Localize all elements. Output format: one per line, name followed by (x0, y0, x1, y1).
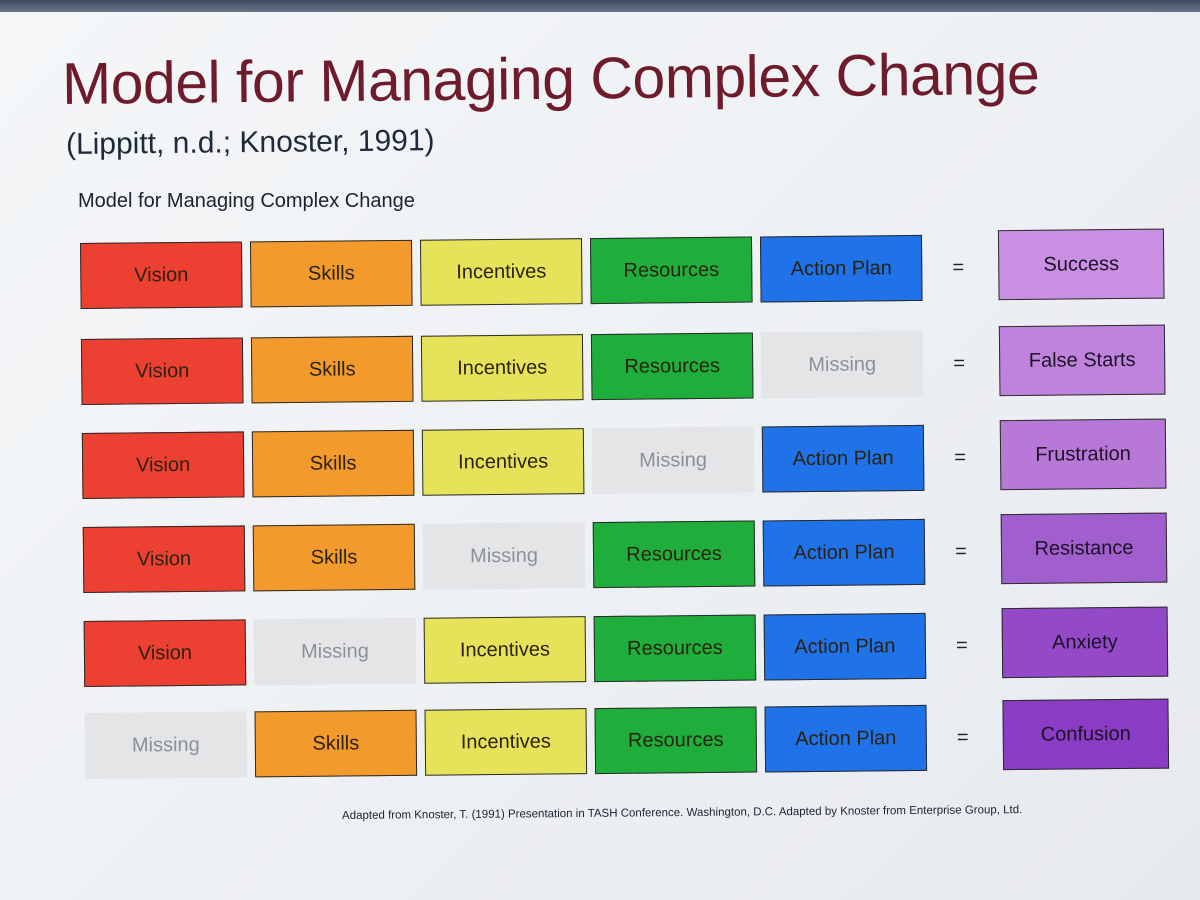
outcome-confusion: Confusion (1002, 698, 1170, 771)
cell-label: Skills (310, 545, 358, 569)
factor-cell-skills: Skills (252, 523, 416, 592)
factor-cell-incentives: Incentives (424, 708, 588, 776)
factor-cell-action-plan: Action Plan (763, 612, 927, 681)
cell-label: Vision (134, 263, 189, 286)
cell-label: Missing (808, 352, 877, 376)
factor-cell-skills: Skills (249, 239, 413, 308)
cell-label: Action Plan (793, 540, 895, 564)
diagram-title: Model for Managing Complex Change (78, 190, 415, 212)
page-subtitle: (Lippitt, n.d.; Knoster, 1991) (65, 124, 435, 161)
factor-cell-vision: Vision (83, 619, 247, 687)
outcome-label: Success (1043, 252, 1120, 276)
outcome-false-starts: False Starts (998, 324, 1166, 397)
missing-cell: Missing (760, 330, 924, 399)
outcome-success: Success (997, 228, 1165, 301)
cell-label: Action Plan (794, 634, 896, 658)
factor-cell-incentives: Incentives (421, 428, 585, 496)
outcome-label: Resistance (1034, 536, 1134, 560)
cell-label: Resources (624, 354, 721, 378)
cell-label: Incentives (456, 260, 547, 283)
cell-label: Incentives (460, 730, 551, 753)
outcome-anxiety: Anxiety (1001, 606, 1169, 679)
cell-label: Resources (626, 542, 722, 566)
cell-label: Resources (626, 636, 723, 660)
factor-cell-skills: Skills (254, 709, 418, 778)
outcome-frustration: Frustration (999, 418, 1167, 491)
model-row: Vision Skills Incentives Missing Action Plan… (81, 418, 1173, 503)
model-row: Vision Skills Incentives Resources Missing = F… (80, 324, 1172, 409)
factor-cell-resources: Resources (590, 332, 754, 401)
model-row: Missing Skills Incentives Resources Action P… (84, 698, 1176, 783)
factor-cell-skills: Skills (250, 335, 414, 404)
factor-cell-incentives: Incentives (423, 616, 587, 684)
equals-sign: = (955, 540, 967, 563)
model-row: Vision Missing Incentives Resources Action P… (83, 606, 1175, 691)
factor-cell-resources: Resources (594, 706, 758, 775)
equals-sign: = (953, 352, 966, 375)
factor-cell-action-plan: Action Plan (759, 234, 923, 303)
equals-sign: = (952, 256, 965, 279)
cell-label: Missing (470, 544, 539, 567)
cell-label: Incentives (457, 450, 549, 473)
factor-cell-action-plan: Action Plan (764, 704, 928, 773)
factor-cell-vision: Vision (82, 525, 246, 593)
outcome-label: Frustration (1035, 442, 1131, 466)
equals-sign: = (956, 725, 969, 749)
outcome-label: Confusion (1040, 722, 1131, 746)
factor-cell-incentives: Incentives (419, 238, 583, 306)
cell-label: Action Plan (790, 256, 892, 280)
factor-cell-resources: Resources (593, 614, 757, 683)
equals-sign: = (954, 446, 967, 469)
cell-label: Missing (300, 639, 369, 663)
outcome-label: False Starts (1028, 348, 1136, 372)
factor-cell-vision: Vision (80, 337, 244, 405)
factor-cell-resources: Resources (592, 520, 756, 589)
page-title: Model for Managing Complex Change (61, 40, 1040, 117)
factor-cell-vision: Vision (80, 241, 243, 309)
cell-label: Skills (308, 357, 356, 381)
model-row: Vision Skills Incentives Resources Action Pl… (80, 228, 1171, 313)
cell-label: Action Plan (792, 446, 894, 470)
factor-cell-action-plan: Action Plan (762, 518, 926, 587)
equals-sign: = (955, 633, 968, 657)
cell-label: Action Plan (795, 726, 897, 750)
cell-label: Resources (627, 728, 724, 752)
cell-label: Missing (131, 733, 200, 757)
missing-cell: Missing (591, 426, 755, 495)
cell-label: Vision (135, 359, 190, 382)
missing-cell: Missing (84, 711, 248, 779)
factor-cell-vision: Vision (81, 431, 245, 499)
cell-label: Missing (639, 448, 708, 472)
factor-cell-action-plan: Action Plan (761, 424, 925, 493)
factor-cell-incentives: Incentives (420, 334, 584, 402)
factor-cell-skills: Skills (251, 429, 415, 498)
cell-label: Skills (309, 451, 357, 475)
model-row: Vision Skills Missing Resources Action Plan =… (82, 512, 1174, 597)
cell-label: Skills (307, 261, 355, 285)
cell-label: Resources (623, 258, 720, 282)
cell-label: Vision (136, 547, 192, 570)
cell-label: Skills (312, 731, 360, 755)
outcome-resistance: Resistance (1000, 512, 1168, 585)
cell-label: Vision (137, 641, 193, 664)
cell-label: Incentives (457, 356, 548, 379)
factor-cell-resources: Resources (589, 236, 753, 305)
missing-cell: Missing (422, 522, 586, 590)
missing-cell: Missing (253, 617, 417, 686)
cell-label: Incentives (459, 638, 551, 661)
cell-label: Vision (135, 453, 191, 476)
outcome-label: Anxiety (1051, 630, 1118, 654)
